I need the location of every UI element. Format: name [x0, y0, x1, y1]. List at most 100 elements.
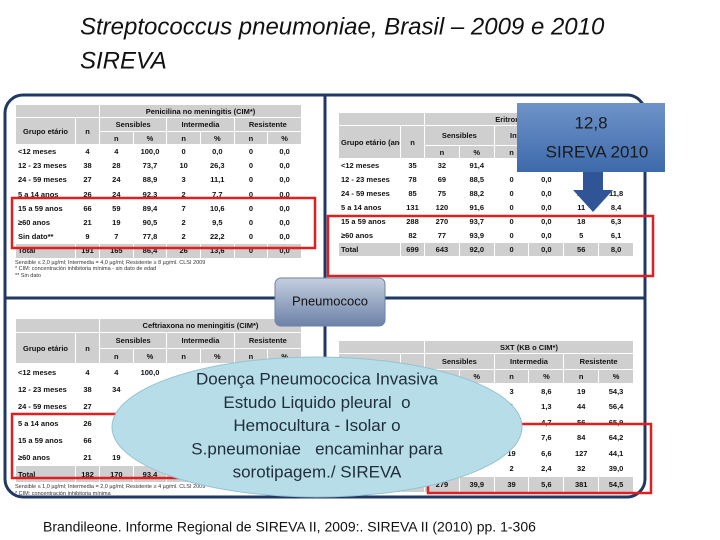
- table-cell: 39,9: [458, 476, 495, 493]
- table-cell: 131: [400, 200, 425, 215]
- table-row: 24 - 59 meses 27 24 88,9 3 11,1 0 0,0: [15, 172, 302, 188]
- table-row: Sin dato** 9 7 77,8 2 22,2 0 0,0: [15, 229, 302, 245]
- table-note: Sensible ≤ 2,0 µg/ml; Intermedia = 4,0 µ…: [15, 259, 206, 266]
- header-row: Penicilina no meningitis (CIM*): [15, 104, 302, 118]
- table-cell: 643: [424, 242, 460, 257]
- table-note: * CIM: concentración inhibitoria mínima: [15, 490, 111, 497]
- table-cell: 0,0: [267, 229, 302, 245]
- highlight-box: [326, 214, 655, 278]
- table-cell: 92,0: [458, 242, 495, 257]
- table-cell: 15 a 59 anos: [15, 200, 76, 216]
- callout-text: SIREVA 2010: [546, 142, 649, 161]
- table-cell: 100,0: [132, 143, 168, 160]
- column-header: n: [75, 117, 100, 145]
- table-cell: 2: [166, 229, 201, 245]
- table-cell: 699: [400, 242, 425, 257]
- group-header: Sensibles: [424, 353, 495, 370]
- table-cell: 0: [493, 242, 530, 257]
- callout-box: [517, 103, 665, 172]
- table-row: <12 meses 4 4 100,0 0 0,0 0 0,0: [15, 143, 302, 160]
- table-note: Sensible ≤ 1,0 µg/ml; Intermedia = 2,0 µ…: [15, 484, 206, 490]
- table-row: 15 a 59 anos 66 59 89,4 7 10,6 0 0,0: [15, 200, 302, 216]
- group-header: Sensibles: [98, 117, 168, 132]
- table-cell: 0,0: [267, 172, 302, 188]
- ellipse-text: Estudo Liquido pleural o: [223, 393, 410, 412]
- table-cell: 22,2: [199, 229, 235, 245]
- table-title: Penicilina no meningitis (CIM*): [99, 104, 302, 118]
- table-cell: ≥60 anos: [15, 214, 76, 231]
- table-cell: 56,4: [598, 398, 634, 415]
- header-cell: [338, 340, 425, 354]
- ellipse-text: Doença Pneumococica Invasiva: [196, 369, 438, 388]
- table-cell: 7: [99, 229, 134, 245]
- table-title: Ceftriaxona no meningitis (CIM*): [99, 318, 302, 333]
- highlight-box: [10, 196, 317, 250]
- table-cell: 5,6: [528, 476, 565, 493]
- arrow: [573, 172, 613, 212]
- table-cell: 9: [75, 229, 100, 245]
- table-cell: 0,0: [528, 242, 565, 257]
- table-cell: 78: [400, 172, 425, 187]
- table-cell: 0,0: [267, 214, 302, 231]
- header-row: n%n%n%: [16, 131, 302, 145]
- table-row: Total 699 643 92,0 0 0,0 56 8,0: [338, 242, 635, 257]
- table-cell: 19: [99, 214, 134, 231]
- table-cell: 0,0: [267, 158, 302, 174]
- header-row: Ceftriaxona no meningitis (CIM*): [15, 318, 302, 333]
- table-cell: 38: [75, 158, 100, 174]
- table-cell: 89,4: [132, 200, 168, 216]
- table-cell: 381: [563, 476, 600, 493]
- citation: Brandileone. Informe Regional de SIREVA …: [43, 519, 536, 535]
- table-cell: 21: [75, 214, 100, 231]
- callout-text: 12,8: [574, 113, 607, 132]
- sub-header: n: [233, 131, 269, 145]
- table-cell: 3: [166, 172, 201, 188]
- data-table: Penicilina no meningitis (CIM*) Grupo etá…: [15, 104, 302, 259]
- table-cell: 66: [75, 200, 100, 216]
- table-cell: 56: [563, 242, 600, 257]
- table-cell: <12 meses: [15, 143, 76, 160]
- table-cell: 59: [99, 200, 134, 216]
- group-header: Resistente: [233, 332, 302, 349]
- ellipse-text: Hemocultura - Isolar o: [233, 416, 400, 435]
- table-cell: Sin dato**: [15, 229, 76, 245]
- ellipse-text: sorotipagem./ SIREVA: [233, 463, 402, 482]
- header-row: n%n%n%: [16, 348, 302, 364]
- group-header: Intermedia: [166, 332, 235, 349]
- sub-header: n: [424, 145, 460, 159]
- table-cell: 28: [99, 158, 134, 174]
- title-line: SIREVA: [80, 47, 167, 74]
- sub-header: %: [598, 369, 634, 384]
- table-cell: 90,5: [132, 214, 168, 231]
- center-label-box: [274, 277, 386, 327]
- sub-header: n: [99, 131, 134, 145]
- center-label: Pneumococo: [292, 293, 368, 308]
- table-cell: 26,3: [199, 158, 235, 174]
- table-cell: 12 - 23 meses: [15, 158, 76, 174]
- table-cell: 27: [75, 172, 100, 188]
- ellipse-text: S.pneumoniae encaminhar para: [191, 439, 443, 458]
- column-header: Grupo etário (anos): [338, 125, 401, 159]
- table-row: 12 - 23 meses 38 28 73,7 10 26,3 0 0,0: [15, 158, 302, 174]
- group-header: Sensibles: [424, 125, 495, 146]
- table-cell: 0,0: [267, 143, 302, 160]
- table-cell: 2: [166, 214, 201, 231]
- sub-header: %: [458, 145, 495, 159]
- table-notes: Sensible ≤ 1,0 µg/ml; Intermedia = 2,0 µ…: [15, 484, 205, 497]
- decorations: 12,8 SIREVA 2010 Pneumococo Doença Pneum…: [3, 93, 665, 499]
- table-cell: 39: [493, 476, 530, 493]
- column-header: Grupo etário: [15, 332, 76, 364]
- sub-header: n: [563, 369, 600, 384]
- table-cell: 0,0: [267, 200, 302, 216]
- table-notes: Sensible ≤ 2,0 µg/ml; Intermedia = 4,0 µ…: [15, 260, 205, 280]
- table-cell: 4: [75, 143, 100, 160]
- header-cell: [338, 112, 425, 126]
- table-cell: 54,5: [598, 476, 634, 493]
- header-cell: [15, 104, 100, 118]
- title-line: Streptococcus pneumoniae, Brasil – 2009 …: [80, 13, 605, 40]
